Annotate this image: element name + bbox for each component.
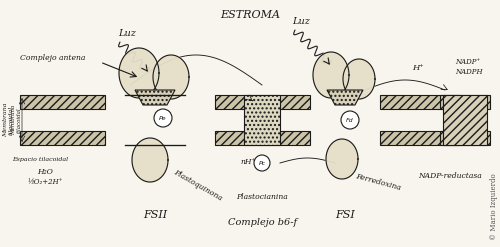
Text: NADP-reductasa: NADP-reductasa	[418, 172, 482, 180]
Text: ESTROMA: ESTROMA	[220, 10, 280, 20]
Polygon shape	[153, 55, 189, 99]
Text: Plastocianina: Plastocianina	[236, 193, 288, 201]
Text: Fd: Fd	[346, 118, 354, 123]
Text: Plastoquinona: Plastoquinona	[172, 168, 224, 202]
Text: Membrana
tilacoidal: Membrana tilacoidal	[2, 103, 14, 137]
Polygon shape	[327, 90, 363, 105]
Polygon shape	[380, 131, 460, 145]
Text: Pc: Pc	[258, 161, 266, 165]
Text: H₂O: H₂O	[37, 168, 53, 176]
Polygon shape	[215, 95, 310, 109]
Text: FSII: FSII	[143, 210, 167, 220]
Text: Complejo antena: Complejo antena	[20, 54, 86, 62]
Polygon shape	[343, 59, 375, 99]
Text: ½O₂+2H⁺: ½O₂+2H⁺	[27, 178, 63, 186]
Polygon shape	[244, 95, 280, 145]
Polygon shape	[119, 48, 159, 98]
Circle shape	[254, 155, 270, 171]
Polygon shape	[215, 131, 310, 145]
Polygon shape	[440, 131, 490, 145]
Polygon shape	[313, 52, 349, 98]
Polygon shape	[326, 139, 358, 179]
Polygon shape	[135, 90, 175, 105]
Text: NADPH: NADPH	[455, 68, 482, 76]
Text: Pe: Pe	[159, 116, 167, 121]
Circle shape	[341, 111, 359, 129]
Polygon shape	[132, 138, 168, 182]
Text: © Mario Izquierdo: © Mario Izquierdo	[490, 173, 498, 240]
Text: Luz: Luz	[118, 29, 136, 38]
Text: nH⁺: nH⁺	[240, 158, 256, 166]
Text: NADP⁺: NADP⁺	[455, 58, 480, 66]
Polygon shape	[20, 95, 105, 109]
Circle shape	[154, 109, 172, 127]
Polygon shape	[380, 95, 460, 109]
Polygon shape	[440, 95, 490, 109]
Text: Ferredoxina: Ferredoxina	[354, 172, 402, 192]
Polygon shape	[443, 95, 487, 145]
Text: FSI: FSI	[335, 210, 355, 220]
Polygon shape	[20, 131, 105, 145]
Text: Complejo b6-f: Complejo b6-f	[228, 218, 298, 227]
Text: H⁺: H⁺	[412, 64, 424, 72]
Text: Membrana
tilacoidal: Membrana tilacoidal	[10, 105, 22, 135]
Text: Espacio tilacoidal: Espacio tilacoidal	[12, 157, 68, 162]
Text: Luz: Luz	[292, 17, 310, 26]
